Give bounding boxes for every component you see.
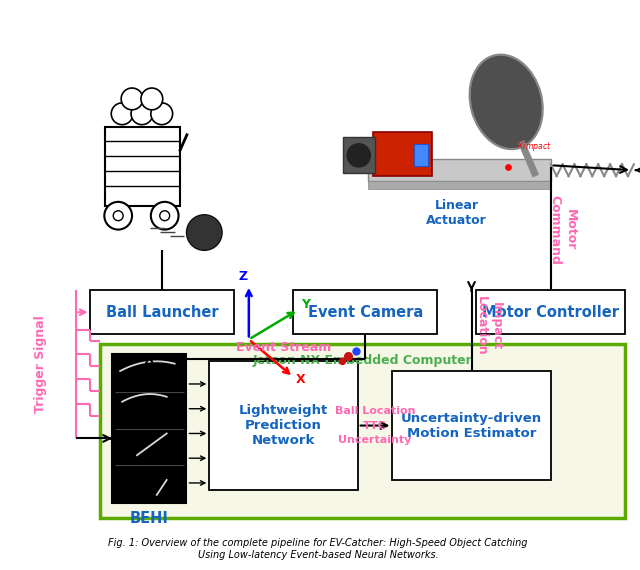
Circle shape <box>151 103 173 125</box>
Ellipse shape <box>470 56 542 148</box>
FancyBboxPatch shape <box>112 355 186 503</box>
Text: Fig. 1: Overview of the complete pipeline for EV-Catcher: High-Speed Object Catc: Fig. 1: Overview of the complete pipelin… <box>108 539 528 560</box>
Text: Trigger Signal: Trigger Signal <box>35 315 47 413</box>
FancyBboxPatch shape <box>367 159 550 181</box>
Text: TTC: TTC <box>363 421 387 430</box>
FancyBboxPatch shape <box>477 290 625 335</box>
FancyBboxPatch shape <box>106 127 180 206</box>
Text: Motor Controller: Motor Controller <box>482 305 620 320</box>
Circle shape <box>151 202 179 230</box>
FancyBboxPatch shape <box>209 361 358 490</box>
Text: BEHI: BEHI <box>130 511 169 526</box>
Text: Z: Z <box>239 270 248 283</box>
Text: Ball Location: Ball Location <box>335 406 415 416</box>
FancyBboxPatch shape <box>343 137 374 173</box>
Text: Motor
Command: Motor Command <box>548 195 577 265</box>
Circle shape <box>131 103 153 125</box>
Circle shape <box>186 215 222 250</box>
Point <box>337 357 347 366</box>
Circle shape <box>160 211 170 221</box>
FancyBboxPatch shape <box>293 290 437 335</box>
FancyBboxPatch shape <box>372 132 432 176</box>
Circle shape <box>111 103 133 125</box>
Text: Ball Launcher: Ball Launcher <box>106 305 218 320</box>
Text: Linear
Actuator: Linear Actuator <box>426 199 487 227</box>
Circle shape <box>121 88 143 110</box>
Text: Y: Y <box>301 298 310 311</box>
Point <box>342 352 353 361</box>
Text: Uncertainty: Uncertainty <box>339 435 412 445</box>
Circle shape <box>113 211 123 221</box>
FancyBboxPatch shape <box>414 144 428 166</box>
FancyBboxPatch shape <box>367 181 550 189</box>
FancyBboxPatch shape <box>392 371 550 480</box>
Text: Lightweight
Prediction
Network: Lightweight Prediction Network <box>239 404 328 447</box>
Point <box>351 347 361 356</box>
Text: Event Camera: Event Camera <box>307 305 423 320</box>
Text: $x_{impact}$: $x_{impact}$ <box>516 141 552 155</box>
Text: X: X <box>295 373 305 386</box>
FancyBboxPatch shape <box>100 344 625 518</box>
Circle shape <box>346 142 372 168</box>
Circle shape <box>141 88 163 110</box>
Circle shape <box>104 202 132 230</box>
Text: Jetson NX Embedded Computer: Jetson NX Embedded Computer <box>253 355 472 367</box>
FancyBboxPatch shape <box>90 290 234 335</box>
Text: Uncertainty-driven
Motion Estimator: Uncertainty-driven Motion Estimator <box>401 412 542 439</box>
Point <box>503 162 513 172</box>
Text: Event Stream: Event Stream <box>236 341 331 355</box>
Text: Impact
Location: Impact Location <box>476 296 503 356</box>
